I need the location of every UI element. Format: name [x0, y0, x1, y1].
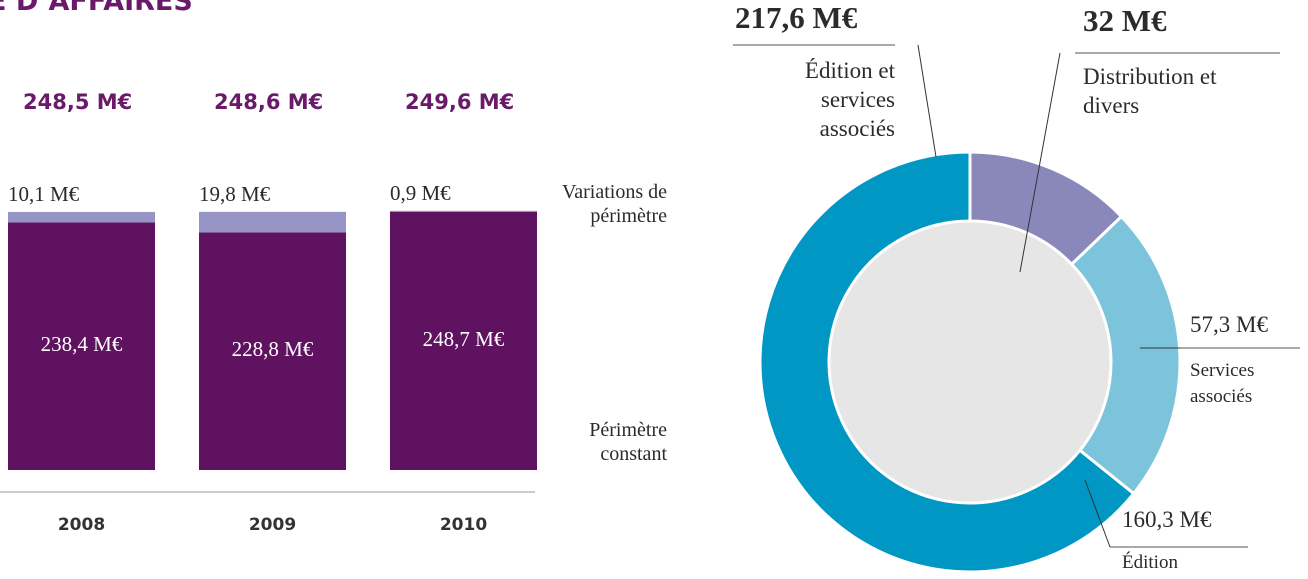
value-label: 248,7 M€: [422, 326, 505, 351]
x-tick-label: 2008: [57, 515, 106, 535]
value-label: 160,3 M€: [1122, 507, 1212, 532]
total-label: 248,6 M€: [214, 90, 324, 114]
donut-hole: [830, 222, 1110, 502]
bar-segment: [199, 232, 346, 470]
legend-label: Périmètre constant: [589, 419, 667, 465]
category-label: Édition: [1122, 552, 1178, 573]
value-label: 57,3 M€: [1190, 312, 1268, 337]
bar-segment: [8, 211, 155, 223]
category-label: Distribution et divers: [1083, 64, 1217, 118]
total-label: 248,5 M€: [23, 90, 133, 114]
value-label: 10,1 M€: [8, 181, 80, 206]
leader-line: [917, 44, 937, 157]
donut-segment: [1069, 214, 1182, 496]
leader-line: [1084, 479, 1111, 548]
category-label: Services associés: [1190, 360, 1255, 407]
bar-segment: [390, 211, 537, 470]
bar-segment: [199, 211, 346, 233]
chart-title: E D’AFFAIRES: [0, 0, 193, 17]
value-label: 238,4 M€: [40, 332, 123, 357]
x-tick-label: 2009: [248, 515, 297, 535]
group-value-label: 217,6 M€: [735, 0, 858, 35]
legend-label: Variations de périmètre: [562, 181, 667, 227]
value-label: 228,8 M€: [231, 337, 314, 362]
group-label: Édition et services associés: [804, 58, 895, 141]
leader-line: [1019, 52, 1061, 273]
bar-segment: [390, 210, 537, 212]
bar-segment: [8, 222, 155, 470]
x-tick-label: 2010: [439, 515, 488, 535]
donut-segment: [758, 150, 1136, 574]
value-label: 0,9 M€: [390, 180, 451, 205]
value-label: 19,8 M€: [199, 181, 271, 206]
total-label: 249,6 M€: [405, 90, 515, 114]
value-label: 32 M€: [1083, 3, 1167, 38]
